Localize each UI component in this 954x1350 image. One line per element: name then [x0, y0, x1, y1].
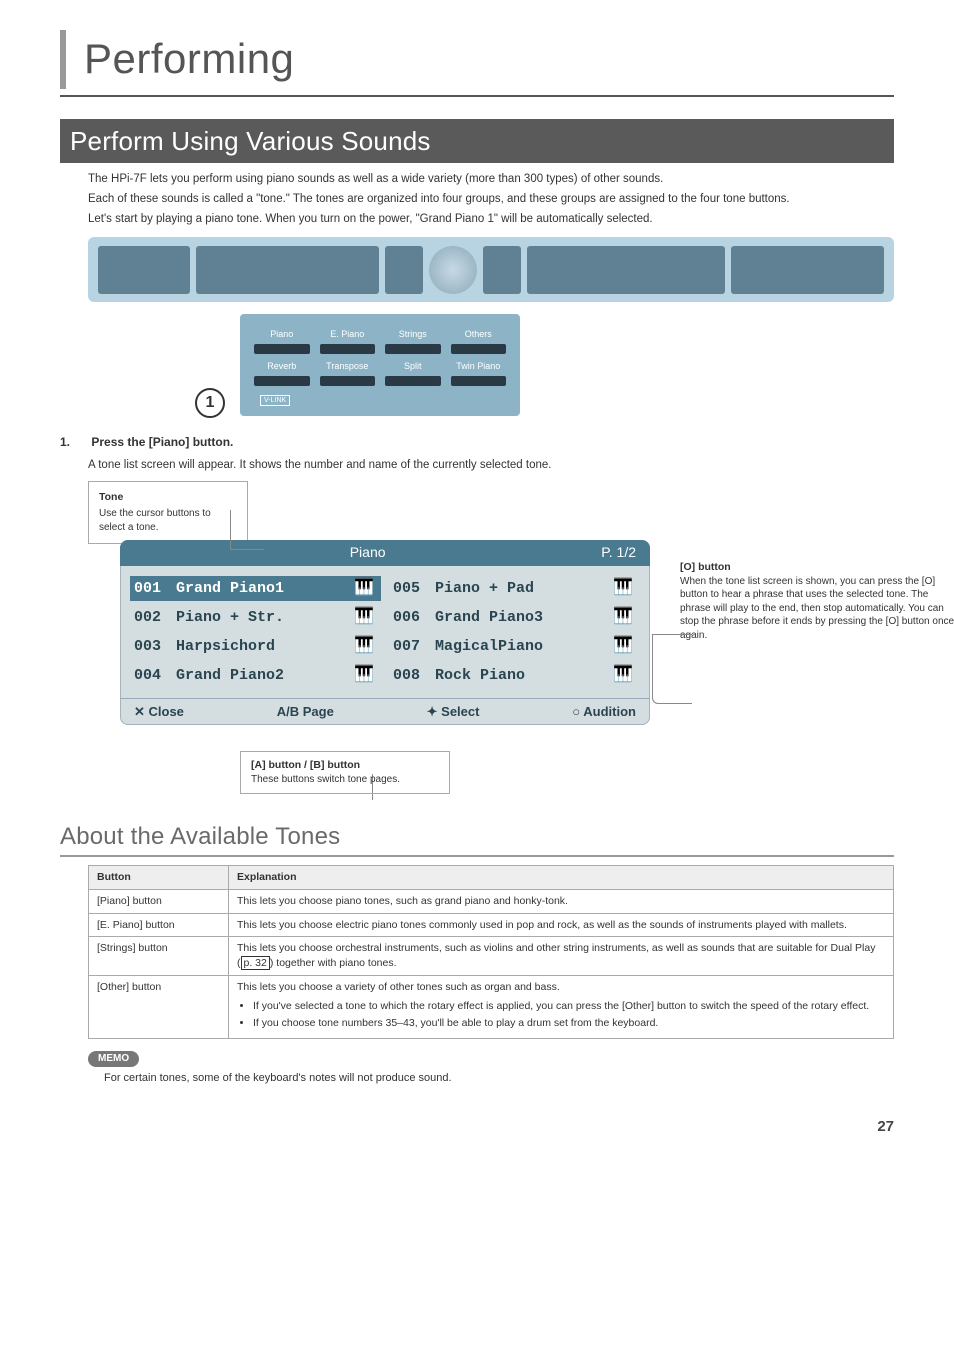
step-marker-1: 1	[195, 388, 225, 418]
memo-text: For certain tones, some of the keyboard'…	[104, 1071, 894, 1086]
lcd-item: 004Grand Piano2🎹	[134, 665, 377, 686]
leader-line-tone	[230, 510, 264, 550]
lcd-foot-page: A/B Page	[277, 703, 334, 721]
ab-callout-title: [A] button / [B] button	[251, 759, 360, 771]
lcd-item: 003Harpsichord🎹	[134, 636, 377, 657]
th-explanation: Explanation	[229, 866, 894, 890]
btn-label-epiano: E. Piano	[330, 329, 364, 339]
btn-label-others: Others	[465, 329, 492, 339]
tone-callout-text: Use the cursor buttons to select a tone.	[99, 507, 237, 535]
section-heading-available: About the Available Tones	[60, 818, 894, 858]
table-row: [Piano] buttonThis lets you choose piano…	[89, 890, 894, 914]
page-number: 27	[60, 1116, 894, 1137]
th-button: Button	[89, 866, 229, 890]
table-row: [Other] buttonThis lets you choose a var…	[89, 975, 894, 1038]
btn-label-split: Split	[404, 361, 422, 371]
instrument-panel-image	[88, 237, 894, 302]
ab-callout-text: These buttons switch tone pages.	[251, 774, 400, 785]
lcd-screen: Piano P. 1/2 001Grand Piano1🎹 005Piano + …	[120, 540, 650, 725]
o-callout-title: [O] button	[680, 561, 731, 573]
lcd-item: 005Piano + Pad🎹	[393, 578, 636, 599]
lcd-item: 001Grand Piano1🎹	[130, 576, 381, 601]
tone-callout-title: Tone	[99, 490, 237, 505]
vlink-label: V-LINK	[260, 395, 290, 407]
lcd-foot-close: ✕ Close	[134, 703, 184, 721]
o-button-callout: [O] button When the tone list screen is …	[680, 560, 954, 642]
lcd-foot-select: ✦ Select	[427, 703, 480, 721]
btn-label-strings: Strings	[399, 329, 427, 339]
tone-button-closeup: Piano E. Piano Strings Others Reverb Tra…	[240, 314, 520, 416]
lcd-title-text: Piano	[134, 543, 601, 563]
btn-label-transpose: Transpose	[326, 361, 368, 371]
lcd-item: 002Piano + Str.🎹	[134, 607, 377, 628]
btn-label-reverb: Reverb	[267, 361, 296, 371]
lcd-foot-audition: ○ Audition	[572, 703, 636, 721]
o-callout-text: When the tone list screen is shown, you …	[680, 576, 954, 641]
step-title: Press the [Piano] button.	[91, 435, 233, 449]
memo-badge: MEMO	[88, 1051, 139, 1067]
leader-line-o	[652, 634, 692, 704]
btn-label-piano: Piano	[270, 329, 293, 339]
page-title: Performing	[84, 30, 894, 89]
intro-1: The HPi-7F lets you perform using piano …	[88, 171, 894, 187]
tone-callout-box: Tone Use the cursor buttons to select a …	[88, 481, 248, 544]
lcd-item: 007MagicalPiano🎹	[393, 636, 636, 657]
btn-label-twinpiano: Twin Piano	[456, 361, 500, 371]
intro-2: Each of these sounds is called a "tone."…	[88, 191, 894, 207]
intro-3: Let's start by playing a piano tone. Whe…	[88, 211, 894, 227]
step-number: 1.	[60, 435, 70, 449]
lcd-item: 008Rock Piano🎹	[393, 665, 636, 686]
table-row: [E. Piano] buttonThis lets you choose el…	[89, 913, 894, 937]
tones-table: Button Explanation [Piano] buttonThis le…	[88, 865, 894, 1039]
lcd-page-indicator: P. 1/2	[601, 543, 636, 563]
ab-button-callout: [A] button / [B] button These buttons sw…	[240, 751, 450, 794]
lcd-item: 006Grand Piano3🎹	[393, 607, 636, 628]
table-row: [Strings] buttonThis lets you choose orc…	[89, 937, 894, 975]
page-rule	[60, 95, 894, 97]
section-heading-sounds: Perform Using Various Sounds	[60, 119, 894, 163]
step-desc: A tone list screen will appear. It shows…	[88, 457, 894, 473]
